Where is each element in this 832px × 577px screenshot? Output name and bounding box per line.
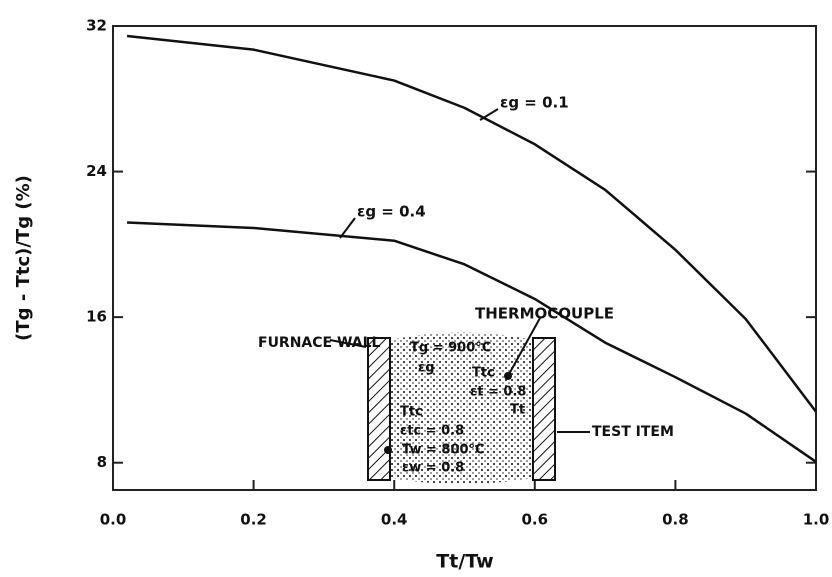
series-label: εg = 0.4 [357,203,426,221]
thermocouple-bead [384,446,392,454]
data-line [126,34,817,413]
label: εw = 0.8 [402,461,464,476]
label: TEST ITEM [592,424,674,440]
label: Tw = 800°C [402,443,485,458]
label: εtc = 0.8 [400,424,464,439]
x-tick-label: 0.0 [100,511,127,529]
plot-frame [112,25,817,491]
y-tick-label: 16 [86,308,107,326]
x-axis-label: Tt/Tw [436,551,493,573]
label: εg [418,361,435,376]
x-tick-label: 0.4 [381,511,408,529]
label: FURNACE WALL [258,335,381,351]
label: THERMOCOUPLE [475,305,614,323]
annotation-leader [479,108,499,121]
x-tick-label: 1.0 [803,511,830,529]
y-tick-label: 24 [86,162,107,180]
label: Tg = 900°C [410,341,491,356]
series-label: εg = 0.1 [500,94,569,112]
label: Ttc [472,366,495,381]
x-tick-label: 0.2 [240,511,267,529]
annotation-leader [339,217,356,239]
axes: 8 16 24 32 0.0 0.2 0.4 0.6 0.8 1.0 εg = 0.1 εg = 0.… [86,17,829,529]
x-tick-label: 0.6 [522,511,549,529]
test-item [532,337,556,481]
gas-region [390,332,533,484]
label: εt = 0.8 [470,385,526,400]
furnace-wall [367,337,391,481]
label: Tt [510,403,525,418]
inset-diagram: THERMOCOUPLE FURNACE WALL TEST ITEM Tg =… [258,305,674,484]
x-tick-label: 0.8 [662,511,689,529]
y-axis-label: (Tg - Ttc)/Tg (%) [13,175,34,341]
y-tick-label: 8 [97,453,107,471]
label: Ttc [400,405,423,420]
y-tick-label: 32 [86,17,107,35]
leader [507,317,541,377]
thermocouple-bead [504,372,512,380]
data-line [127,221,817,463]
leader [329,339,367,348]
